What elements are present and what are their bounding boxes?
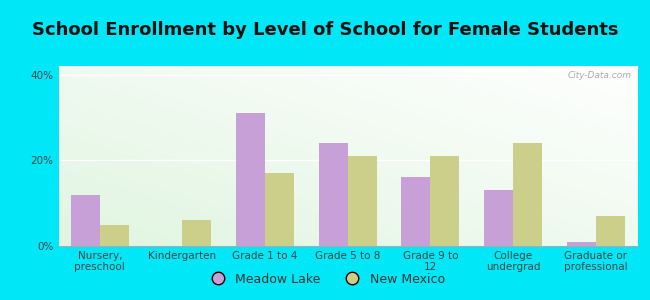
Bar <box>513 143 542 246</box>
Bar <box>265 173 294 246</box>
Bar <box>183 220 211 246</box>
Bar <box>430 156 460 246</box>
Text: School Enrollment by Level of School for Female Students: School Enrollment by Level of School for… <box>32 21 618 39</box>
Text: City-Data.com: City-Data.com <box>567 71 631 80</box>
Bar <box>236 113 265 246</box>
Bar <box>100 225 129 246</box>
Bar <box>567 242 595 246</box>
Bar <box>402 177 430 246</box>
Bar <box>484 190 513 246</box>
Bar <box>348 156 377 246</box>
Bar <box>318 143 348 246</box>
Bar <box>71 195 100 246</box>
Bar <box>595 216 625 246</box>
Legend: Meadow Lake, New Mexico: Meadow Lake, New Mexico <box>200 268 450 291</box>
